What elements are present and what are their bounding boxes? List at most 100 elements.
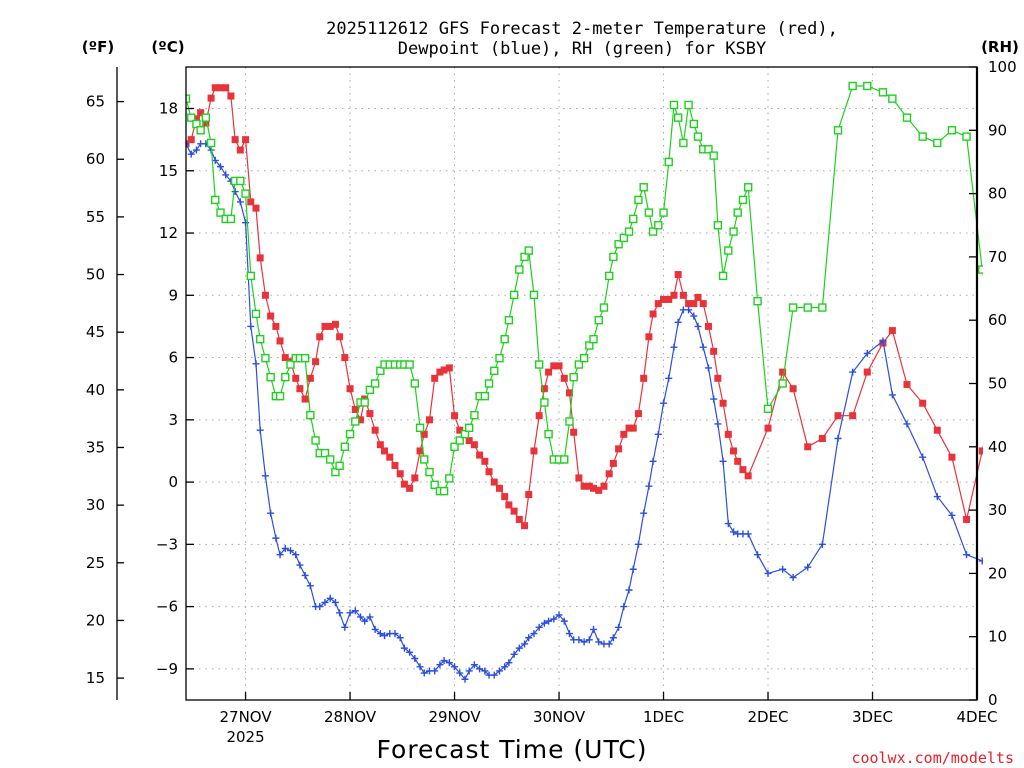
rh-point [216,208,225,217]
rh-point [978,265,983,274]
rh-point [515,265,524,274]
dewpoint-point [451,663,459,671]
rh-point [420,455,429,464]
chart-title-line1: 2025112612 GFS Forecast 2-meter Temperat… [326,19,838,39]
rh-tick-label: 100 [988,58,1017,76]
temperature-point [779,368,787,376]
rh-point [709,151,718,160]
temperature-point [207,94,215,102]
rh-point [619,233,629,243]
rh-point [599,303,609,312]
temperature-point [281,354,289,362]
x-tick-label: 4DEC [956,708,997,726]
rh-point [778,379,787,388]
temperature-point [595,486,603,494]
unit-label-rh: (RH) [981,38,1019,56]
temperature-point [431,374,439,382]
dewpoint-point [381,632,389,640]
dewpoint-point [605,640,613,648]
x-axis-label: Forecast Time (UTC) [377,735,648,764]
unit-label-celsius: (ºC) [151,38,184,56]
rh-point [281,372,290,382]
temperature-point [227,92,235,100]
rh-point [962,132,971,141]
temperature-point [341,354,349,362]
rh-point [947,126,957,135]
dewpoint-point [521,640,529,648]
temperature-point [381,447,389,455]
dewpoint-point [400,644,408,652]
celsius-tick-label: 9 [168,286,178,304]
rh-point [425,467,434,477]
temperature-point [933,426,941,434]
temperature-point [575,474,583,482]
temperature-point [888,327,896,335]
rh-point [360,398,369,407]
dewpoint-point [505,659,513,667]
temperature-point [247,198,255,206]
temperature-point [540,385,548,393]
temperature-point [476,451,484,459]
rh-point [275,391,285,401]
rh-point [226,214,236,224]
dewpoint-point [804,563,812,571]
fahrenheit-tick-label: 65 [86,93,105,111]
series-dewpoint [186,140,983,683]
dewpoint-point [530,630,538,638]
temperature-point [440,366,448,374]
dewpoint-point [440,657,448,665]
dewpoint-point [431,667,439,675]
rh-point [246,271,255,281]
rh-tick-label: 10 [988,628,1007,646]
dewpoint-point [948,511,956,519]
dewpoint-point [376,630,384,638]
temperature-point [764,424,772,432]
temperature-point [665,295,673,303]
temperature-point [481,457,489,465]
dewpoint-point [565,630,573,638]
rh-tick-label: 50 [988,375,1007,393]
temperature-point [396,470,404,478]
temperature-point [272,322,280,330]
temperature-point [192,115,200,123]
fahrenheit-tick-label: 45 [86,323,105,341]
rh-point [609,252,618,262]
dewpoint-point [420,669,428,677]
temperature-point [267,312,275,320]
dewpoint-point [595,638,603,646]
temperature-point [640,374,648,382]
temperature-point [456,426,464,434]
rh-point [569,372,578,382]
rh-point [504,316,514,325]
temperature-point [978,447,983,455]
temperature-point [336,333,344,341]
rh-point [673,113,683,122]
rh-point [863,81,872,91]
temperature-point [416,447,424,455]
temperature-point [789,385,797,393]
dewpoint-point [346,609,354,617]
temperature-point [197,109,205,117]
dewpoint-point [634,540,642,548]
dewpoint-point [301,571,309,579]
dewpoint-point [540,619,548,627]
temperature-point [555,362,563,370]
dewpoint-point [371,625,379,633]
dewpoint-point [501,663,509,671]
temperature-point [276,337,284,345]
fahrenheit-tick-label: 35 [86,438,105,456]
rh-point [693,132,703,141]
temperature-point [724,430,732,438]
dewpoint-point [685,306,693,314]
dewpoint-point [560,617,568,625]
dewpoint-point [256,426,264,434]
temperature-point [625,424,633,432]
temperature-point [326,322,334,330]
dewpoint-point [461,675,469,683]
temperature-point [357,416,365,424]
temperature-point [236,146,244,154]
rh-tick-label: 0 [988,691,998,709]
x-tick-label: 2DEC [747,708,788,726]
